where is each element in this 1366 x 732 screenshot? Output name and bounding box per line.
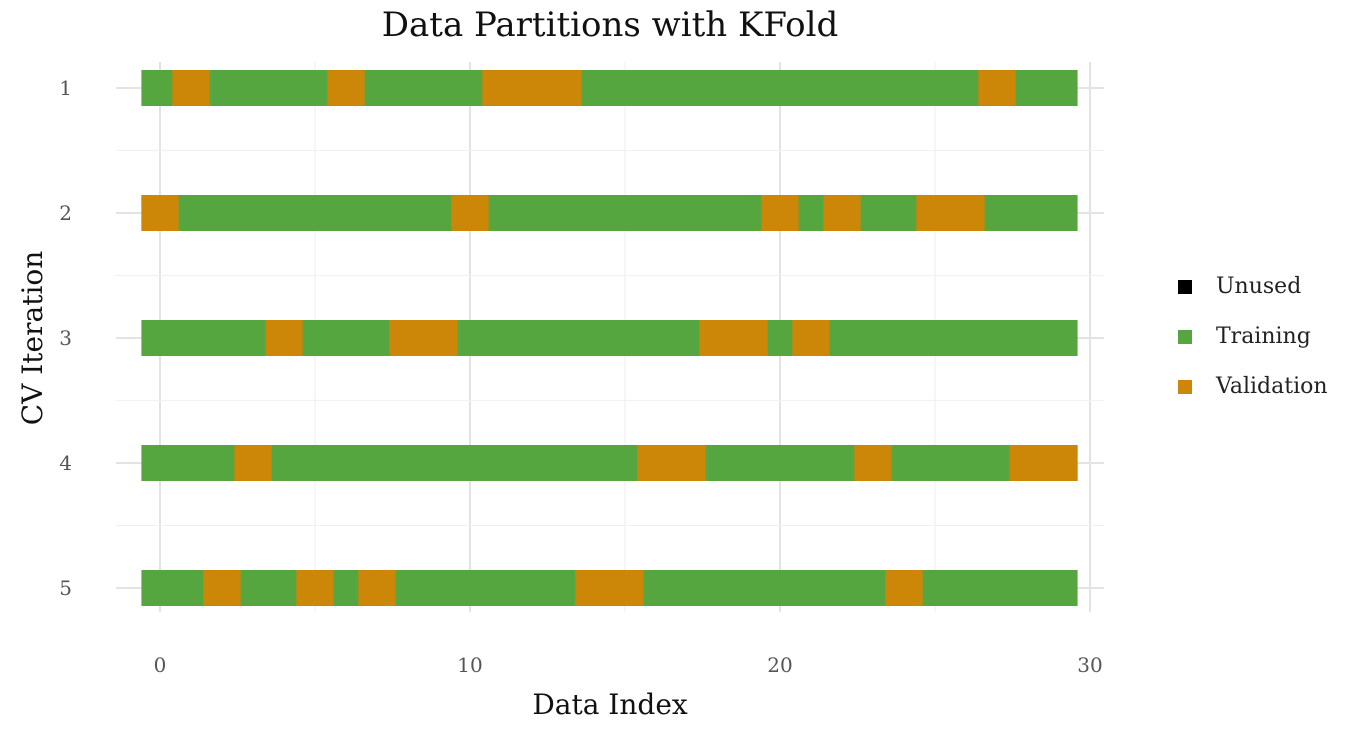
y-tick-label: 2	[59, 201, 72, 225]
training-segment	[482, 570, 520, 606]
training-segment	[482, 445, 520, 481]
legend-swatch-unused	[1178, 280, 1192, 294]
legend-swatch-validation	[1178, 380, 1192, 394]
x-tick-label: 20	[767, 653, 792, 677]
y-tick-label: 5	[59, 576, 72, 600]
validation-segment	[730, 320, 768, 356]
validation-segment	[172, 70, 210, 106]
x-tick-label: 10	[457, 653, 482, 677]
partition-bars	[141, 70, 1078, 606]
validation-segment	[265, 320, 303, 356]
training-segment	[1040, 195, 1078, 231]
validation-segment	[482, 70, 520, 106]
x-axis-title: Data Index	[532, 688, 688, 721]
y-tick-label: 4	[59, 451, 72, 475]
training-segment	[1040, 320, 1078, 356]
validation-segment	[296, 570, 334, 606]
chart-title: Data Partitions with KFold	[382, 5, 838, 45]
validation-segment	[203, 570, 241, 606]
y-tick-label: 1	[59, 76, 72, 100]
validation-segment	[141, 195, 179, 231]
legend-label-validation: Validation	[1215, 374, 1328, 399]
y-tick-label: 3	[59, 326, 72, 350]
validation-segment	[606, 570, 644, 606]
validation-segment	[544, 70, 582, 106]
validation-segment	[1040, 445, 1078, 481]
validation-segment	[947, 195, 985, 231]
legend: Unused Training Validation	[1178, 274, 1328, 399]
validation-segment	[668, 445, 706, 481]
validation-segment	[327, 70, 365, 106]
x-tick-labels: 0 10 20 30	[154, 653, 1103, 677]
validation-segment	[451, 195, 489, 231]
validation-segment	[978, 70, 1016, 106]
x-tick-label: 30	[1077, 653, 1102, 677]
legend-label-training: Training	[1216, 324, 1311, 349]
validation-segment	[792, 320, 830, 356]
legend-swatch-training	[1178, 330, 1192, 344]
y-tick-labels: 1 2 3 4 5	[59, 76, 72, 600]
training-segment	[1040, 70, 1078, 106]
legend-label-unused: Unused	[1216, 274, 1301, 299]
validation-segment	[358, 570, 396, 606]
validation-segment	[761, 195, 799, 231]
y-axis-title: CV Iteration	[16, 251, 49, 426]
training-segment	[1040, 570, 1078, 606]
validation-segment	[234, 445, 272, 481]
x-tick-label: 0	[154, 653, 167, 677]
validation-segment	[420, 320, 458, 356]
validation-segment	[854, 445, 892, 481]
validation-segment	[823, 195, 861, 231]
training-segment	[482, 320, 520, 356]
validation-segment	[885, 570, 923, 606]
